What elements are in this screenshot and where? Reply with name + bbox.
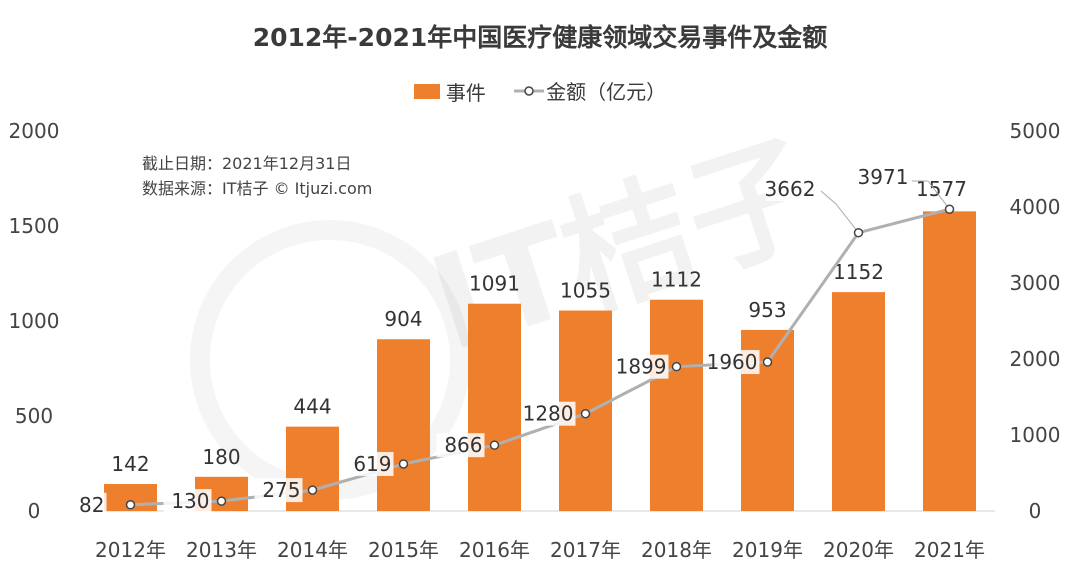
bar-value-label: 904 — [384, 307, 422, 331]
y-left-tick-label: 500 — [15, 404, 53, 428]
x-tick-label: 2019年 — [732, 538, 803, 562]
x-tick-label: 2012年 — [95, 538, 166, 562]
y-right-tick-label: 5000 — [1010, 119, 1061, 143]
leader-line — [912, 180, 950, 210]
bar-value-label: 180 — [202, 445, 240, 469]
line-value-label-bg — [711, 350, 760, 375]
y-right-tick-label: 2000 — [1010, 347, 1061, 371]
line-value-label: 130 — [171, 489, 209, 513]
note-cutoff-date: 截止日期：2021年12月31日 — [142, 154, 352, 173]
line-value-label: 3662 — [765, 177, 816, 201]
line-value-label-bg — [620, 354, 669, 379]
legend-item-amount: 金额（亿元） — [512, 76, 666, 105]
y-right-tick-label: 0 — [1029, 499, 1042, 523]
legend-label-events: 事件 — [445, 80, 486, 105]
line-marker — [307, 485, 318, 495]
y-right-tick-label: 1000 — [1010, 423, 1061, 447]
line-value-label: 866 — [444, 433, 482, 457]
line-value-label: 1960 — [707, 350, 758, 374]
line-marker — [125, 500, 136, 510]
bar — [650, 299, 703, 511]
x-tick-label: 2018年 — [641, 538, 712, 562]
line-value-label: 82 — [79, 493, 104, 517]
chart-title: 2012年-2021年中国医疗健康领域交易事件及金额 — [252, 23, 828, 52]
bar-value-label: 142 — [111, 452, 149, 476]
bar-value-label: 1091 — [469, 272, 520, 296]
line-marker — [216, 496, 227, 506]
legend-swatch-bar — [413, 83, 440, 99]
x-tick-label: 2017年 — [550, 538, 621, 562]
line-marker — [489, 440, 500, 450]
line-value-label-bg — [254, 478, 303, 503]
line-value-label: 1280 — [523, 402, 574, 426]
bar — [468, 303, 521, 511]
y-left-tick-label: 2000 — [9, 119, 60, 143]
bar — [377, 339, 430, 511]
legend-swatch-line — [514, 85, 545, 96]
line-marker — [853, 227, 864, 238]
x-tick-label: 2021年 — [914, 538, 985, 562]
line-value-label: 619 — [353, 452, 391, 476]
note-data-source: 数据来源：IT桔子 © Itjuzi.com — [142, 179, 373, 198]
line-value-label: 1899 — [616, 355, 667, 379]
x-tick-label: 2020年 — [823, 538, 894, 562]
x-tick-label: 2016年 — [459, 538, 530, 562]
x-tick-label: 2014年 — [277, 538, 348, 562]
line-marker — [580, 408, 591, 419]
y-left-tick-label: 1500 — [9, 214, 60, 238]
line-marker — [671, 361, 682, 372]
line-value-label-bg — [527, 401, 576, 426]
line-value-label-bg — [766, 177, 814, 201]
bar-value-label: 1055 — [560, 279, 611, 303]
line-value-label-bg — [345, 451, 394, 476]
legend-item-events: 事件 — [413, 77, 486, 106]
x-tick-label: 2015年 — [368, 538, 439, 562]
line-marker — [398, 459, 409, 469]
line-marker — [944, 204, 955, 214]
legend-label-amount: 金额（亿元） — [546, 80, 667, 104]
legend: 事件 金额（亿元） — [0, 76, 1080, 106]
bar-value-label: 1152 — [833, 260, 884, 284]
bar-value-label: 1112 — [651, 268, 702, 292]
line-value-label-bg — [163, 489, 212, 514]
x-tick-label: 2013年 — [186, 538, 257, 562]
y-left-tick-label: 1000 — [9, 309, 60, 333]
line-value-label: 275 — [262, 478, 300, 502]
y-left-tick-label: 0 — [28, 499, 41, 523]
line-marker — [762, 357, 773, 367]
bar — [923, 211, 976, 511]
line-value-label-bg — [859, 165, 907, 189]
bar — [832, 292, 885, 511]
line-value-label-bg — [436, 433, 485, 458]
line-value-label-bg — [58, 492, 107, 517]
y-right-tick-label: 3000 — [1010, 271, 1061, 295]
bar-value-label: 444 — [293, 395, 331, 419]
bar-value-label: 953 — [748, 298, 786, 322]
leader-line — [820, 190, 859, 233]
line-value-label: 3971 — [858, 165, 909, 189]
y-right-tick-label: 4000 — [1010, 195, 1061, 219]
